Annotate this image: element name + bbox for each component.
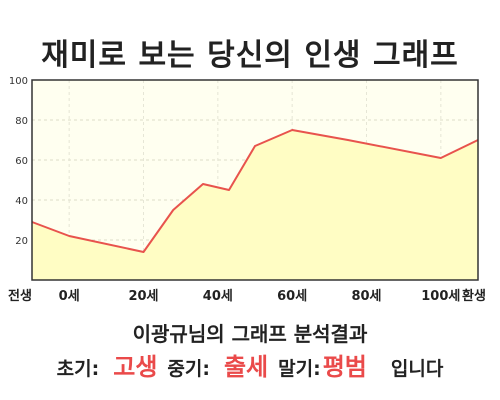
x-tick-label: 0세 xyxy=(59,289,80,304)
x-tick-label: 40세 xyxy=(203,289,233,304)
life-line xyxy=(31,129,479,253)
y-tick-label: 40 xyxy=(15,196,28,207)
x-tick-label: 100세 xyxy=(421,289,460,304)
late-label: 말기: xyxy=(278,358,321,380)
y-tick-label: 60 xyxy=(15,156,28,167)
life-area xyxy=(32,130,478,280)
early-label: 초기: xyxy=(56,358,100,380)
early-value: 고생 xyxy=(113,353,158,381)
result-caption: 이광규님의 그래프 분석결과 xyxy=(132,322,368,346)
y-tick-label: 20 xyxy=(15,236,28,247)
x-axis-ticks: 전생 0세 20세 40세 60세 80세 100세 환생 xyxy=(8,288,486,304)
plot-frame xyxy=(31,79,479,281)
mid-label: 중기: xyxy=(167,358,210,380)
chart-title: 재미로 보는 당신의 인생 그래프 xyxy=(41,38,459,73)
x-tick-label: 전생 xyxy=(8,288,32,304)
y-axis-ticks: 20 40 60 80 100 xyxy=(9,76,28,247)
x-tick-label: 80세 xyxy=(351,289,381,304)
x-tick-label: 20세 xyxy=(128,289,158,304)
x-tick-label: 60세 xyxy=(277,289,307,304)
result-summary: 초기: 고생 중기: 출세 말기: 평범 입니다 xyxy=(0,347,500,382)
late-value: 평범 xyxy=(322,353,367,381)
y-tick-label: 100 xyxy=(9,76,28,87)
x-tick-label: 환생 xyxy=(462,288,486,304)
y-tick-label: 80 xyxy=(15,116,28,127)
mid-value: 출세 xyxy=(223,353,269,381)
summary-ending: 입니다 xyxy=(390,358,444,380)
